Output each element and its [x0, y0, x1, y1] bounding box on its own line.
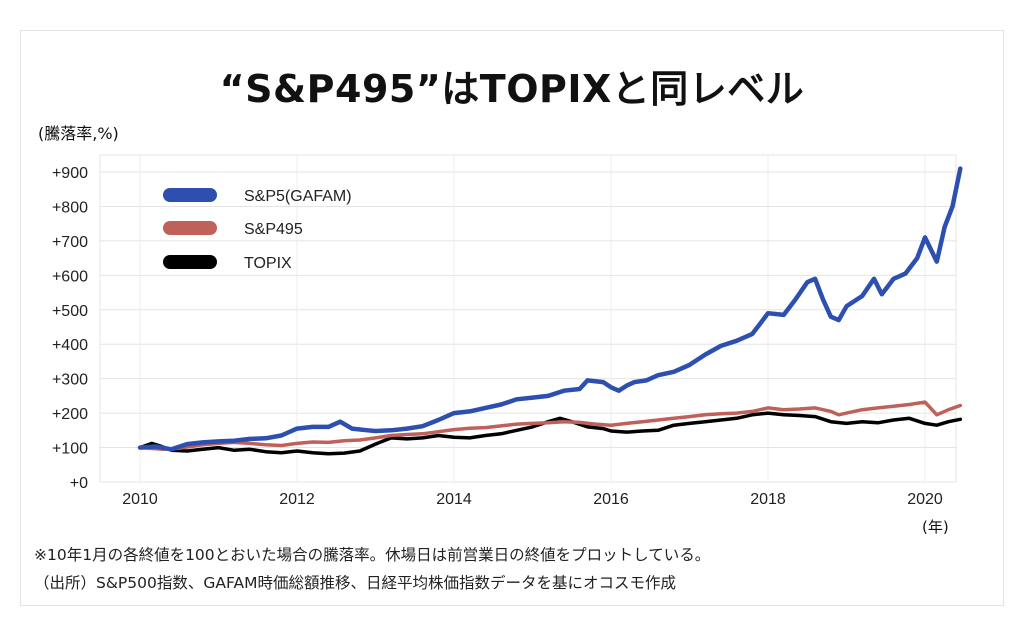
- y-tick-label: +600: [52, 268, 88, 285]
- x-tick-label: 2016: [593, 491, 629, 508]
- y-tick-label: +300: [52, 372, 88, 389]
- source-note: （出所）S&P500指数、GAFAM時価総額推移、日経平均株価指数データを基にオ…: [34, 574, 676, 592]
- y-axis-unit-label: (騰落率,%): [38, 124, 119, 143]
- y-tick-label: +700: [52, 234, 88, 251]
- y-tick-label: +0: [70, 475, 88, 492]
- series-line-s-p495: [138, 400, 963, 452]
- y-tick-label: +400: [52, 337, 88, 354]
- x-tick-label: 2012: [279, 491, 315, 508]
- chart-title: “S&P495”はTOPIXと同レベル: [219, 67, 805, 111]
- y-tick-label: +500: [52, 303, 88, 320]
- series-line-s-p5-gafam-: [137, 166, 963, 452]
- footnote: ※10年1月の各終値を100とおいた場合の騰落率。休場日は前営業日の終値をプロッ…: [34, 546, 711, 564]
- x-axis-unit-label: (年): [922, 518, 949, 536]
- plot-area: [99, 154, 957, 483]
- series-line-topix: [138, 411, 963, 456]
- y-tick-label: +200: [52, 406, 88, 423]
- y-tick-label: +800: [52, 199, 88, 216]
- legend-label: TOPIX: [244, 255, 292, 272]
- y-tick-label: +100: [52, 441, 88, 458]
- x-tick-label: 2010: [122, 491, 158, 508]
- x-tick-label: 2018: [750, 491, 786, 508]
- legend-label: S&P495: [244, 221, 303, 238]
- y-tick-label: +900: [52, 165, 88, 182]
- legend-label: S&P5(GAFAM): [244, 188, 352, 205]
- x-tick-label: 2020: [907, 491, 943, 508]
- x-tick-label: 2014: [436, 491, 472, 508]
